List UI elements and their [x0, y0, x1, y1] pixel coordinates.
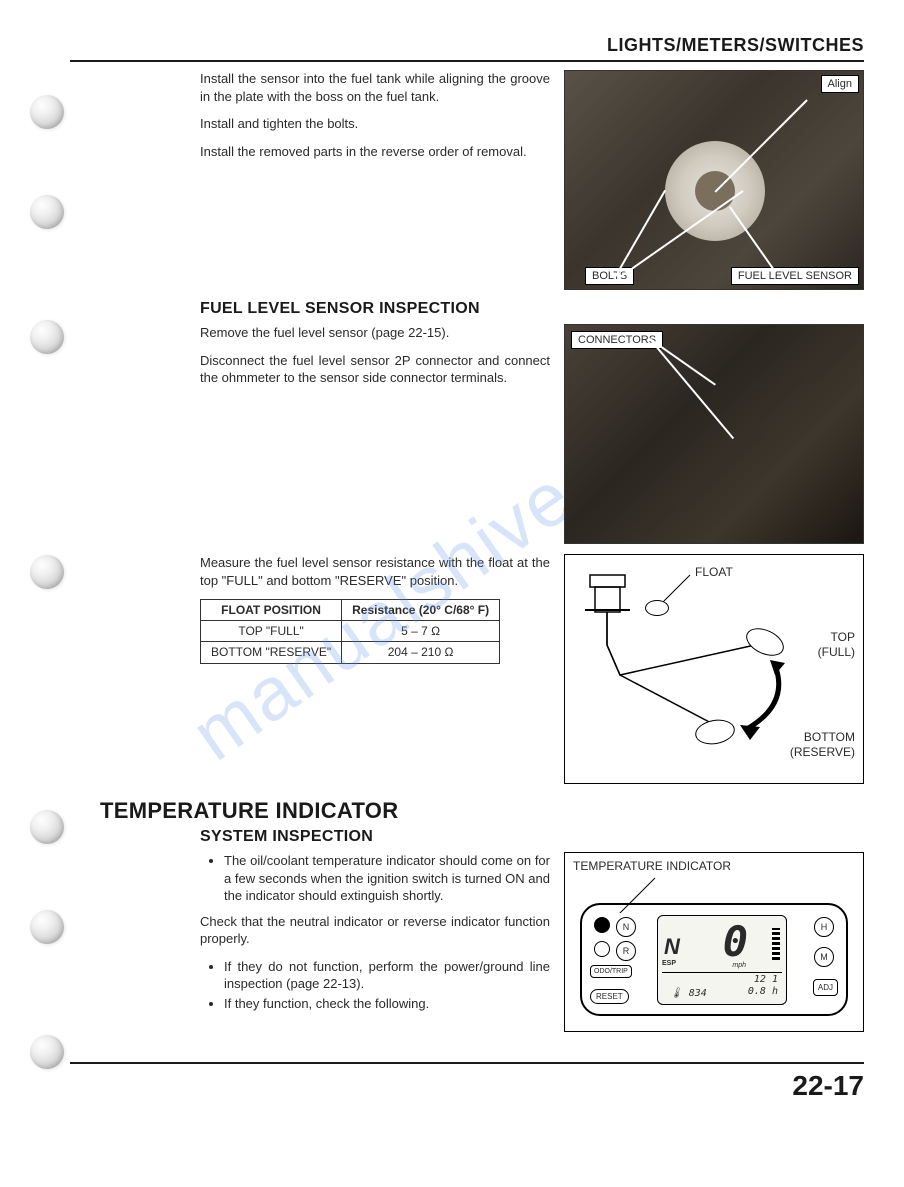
- page-number: 22-17: [70, 1070, 864, 1102]
- photo-connectors: CONNECTORS: [564, 324, 864, 544]
- body-text: Install and tighten the bolts.: [200, 115, 550, 133]
- meter-speed: 0: [723, 921, 748, 963]
- diagram-float-sensor: FLOAT TOP (FULL) BOTTOM (RESERVE): [564, 554, 864, 784]
- meter-h-btn: H: [814, 917, 834, 937]
- heading-temperature-indicator: TEMPERATURE INDICATOR: [70, 798, 864, 824]
- diagram-label-top2: (FULL): [818, 645, 855, 659]
- meter-time1: 12 1: [754, 974, 778, 985]
- table-header: FLOAT POSITION: [201, 600, 342, 621]
- bullet-item: If they do not function, perform the pow…: [224, 958, 550, 993]
- page-header-title: LIGHTS/METERS/SWITCHES: [70, 35, 864, 56]
- body-text: Disconnect the fuel level sensor 2P conn…: [200, 352, 550, 387]
- meter-odo-btn: ODO/TRIP: [590, 965, 632, 978]
- body-text: Remove the fuel level sensor (page 22-15…: [200, 324, 550, 342]
- meter-time2: 0.8 h: [748, 986, 778, 997]
- meter-temp: 834: [689, 988, 707, 999]
- bullet-item: The oil/coolant temperature indicator sh…: [224, 852, 550, 905]
- header-rule: [70, 60, 864, 62]
- meter-adj-btn: ADJ: [813, 979, 838, 996]
- diagram-label-top: TOP: [831, 630, 855, 644]
- table-cell: TOP "FULL": [201, 621, 342, 642]
- diagram-label-bottom2: (RESERVE): [790, 745, 855, 759]
- meter-n-icon: N: [616, 917, 636, 937]
- table-cell: 5 – 7 Ω: [342, 621, 500, 642]
- table-cell: BOTTOM "RESERVE": [201, 642, 342, 663]
- heading-fuel-inspection: FUEL LEVEL SENSOR INSPECTION: [200, 300, 864, 318]
- body-text: Install the removed parts in the reverse…: [200, 143, 550, 161]
- diagram-meter: TEMPERATURE INDICATOR N R ODO/TRIP RESET…: [564, 852, 864, 1032]
- meter-title: TEMPERATURE INDICATOR: [573, 859, 731, 873]
- body-text: Measure the fuel level sensor resistance…: [200, 554, 550, 589]
- resistance-table: FLOAT POSITION Resistance (20° C/68° F) …: [200, 599, 500, 664]
- meter-reset-btn: RESET: [590, 989, 629, 1004]
- body-text: Install the sensor into the fuel tank wh…: [200, 70, 550, 105]
- callout-align: Align: [821, 75, 859, 93]
- meter-m-btn: M: [814, 947, 834, 967]
- meter-esp: ESP: [662, 960, 676, 967]
- heading-system-inspection: SYSTEM INSPECTION: [200, 828, 864, 846]
- meter-gear: N: [664, 934, 680, 960]
- photo-fuel-sensor-install: Align BOLTS FUEL LEVEL SENSOR: [564, 70, 864, 290]
- diagram-label-float: FLOAT: [695, 565, 733, 579]
- table-header: Resistance (20° C/68° F): [342, 600, 500, 621]
- callout-fuel-sensor: FUEL LEVEL SENSOR: [731, 267, 859, 285]
- diagram-label-bottom: BOTTOM: [804, 730, 855, 744]
- table-cell: 204 – 210 Ω: [342, 642, 500, 663]
- binder-holes: [30, 0, 70, 1132]
- meter-mph: mph: [732, 962, 746, 969]
- bullet-item: If they function, check the following.: [224, 995, 550, 1013]
- footer-rule: [70, 1062, 864, 1064]
- body-text: Check that the neutral indicator or reve…: [200, 913, 550, 948]
- meter-r-icon: R: [616, 941, 636, 961]
